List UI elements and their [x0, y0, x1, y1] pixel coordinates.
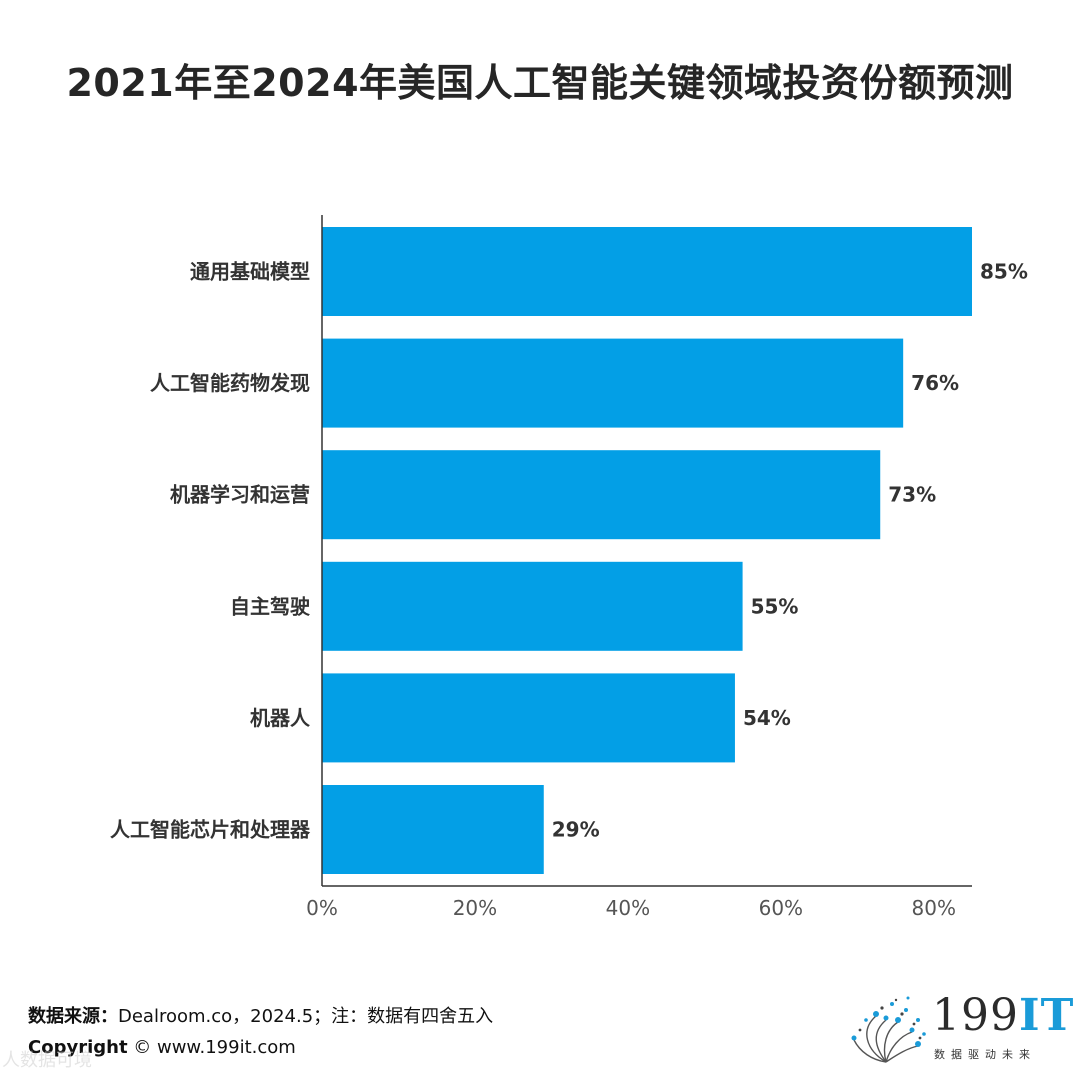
x-tick-label: 60% [759, 896, 803, 920]
x-tick-label: 20% [453, 896, 497, 920]
category-label: 人工智能芯片和处理器 [110, 818, 311, 842]
chart-title: 2021年至2024年美国人工智能关键领域投资份额预测 [66, 61, 1014, 105]
logo-number: 199 [932, 990, 1019, 1041]
bars-layer [322, 227, 972, 874]
bar [322, 561, 743, 651]
data-label: 73% [888, 483, 936, 507]
copyright-text: © www.199it.com [127, 1037, 296, 1058]
data-label: 85% [980, 260, 1028, 284]
x-tick-label: 0% [306, 896, 338, 920]
axis-layer: 0% 20% 40% 60% 80% [306, 215, 972, 920]
bar [322, 338, 904, 428]
bar [322, 227, 972, 316]
source-text: Dealroom.co，2024.5；注：数据有四舍五入 [118, 1006, 494, 1027]
logo-tagline: 数据驱动未来 [934, 1048, 1036, 1061]
category-label: 人工智能药物发现 [150, 371, 310, 395]
x-tick-label: 40% [606, 896, 650, 920]
source-note: 数据来源：Dealroom.co，2024.5；注：数据有四舍五入 [28, 1002, 493, 1028]
data-label: 29% [552, 818, 600, 842]
bar [322, 450, 881, 540]
category-label: 机器人 [250, 706, 311, 730]
watermark-text: 人数据可境 [2, 1050, 92, 1071]
data-label: 55% [751, 594, 799, 618]
category-label: 通用基础模型 [190, 260, 310, 284]
copyright-note: Copyright © www.199it.com [28, 1037, 296, 1058]
logo-wordmark: 199IT [932, 990, 1074, 1041]
bar [322, 785, 544, 874]
copyright-label: Copyright [28, 1037, 128, 1058]
bar [322, 673, 735, 763]
x-tick-label: 80% [912, 896, 956, 920]
category-label: 自主驾驶 [230, 594, 310, 618]
category-label: 机器学习和运营 [170, 483, 310, 507]
logo-mark-icon [851, 996, 926, 1063]
logo-it: IT [1018, 990, 1075, 1041]
category-labels-layer: 通用基础模型 85% 人工智能药物发现 76% 机器学习和运营 73% 自主驾驶 55% 机器人… [110, 260, 1028, 842]
data-label: 76% [911, 371, 959, 395]
data-label: 54% [743, 706, 791, 730]
source-label: 数据来源： [28, 1006, 118, 1027]
